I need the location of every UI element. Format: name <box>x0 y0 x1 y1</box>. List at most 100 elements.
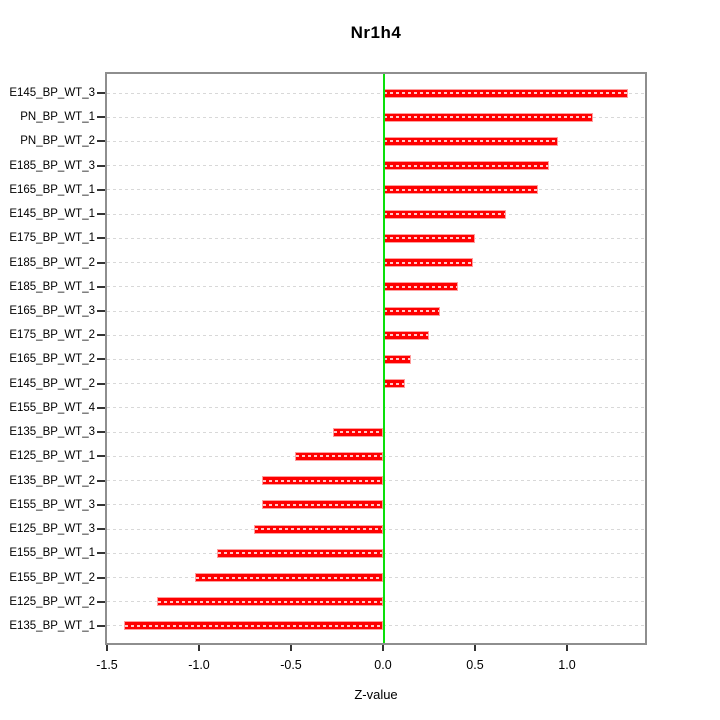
category-label: E175_BP_WT_1 <box>9 232 95 245</box>
bar-dash-pattern <box>384 213 505 216</box>
y-axis-tick <box>97 406 105 409</box>
gridline <box>107 358 645 360</box>
x-tick-label: 1.0 <box>558 658 576 672</box>
bar <box>383 112 593 122</box>
bar-dash-pattern <box>384 188 537 191</box>
bar-dash-pattern <box>384 334 428 337</box>
y-axis-tick <box>97 358 105 361</box>
bar-dash-pattern <box>255 528 382 531</box>
category-label: E125_BP_WT_3 <box>9 523 95 536</box>
bar-dash-pattern <box>296 455 382 458</box>
category-label: PN_BP_WT_1 <box>20 111 95 124</box>
gridline <box>107 140 645 142</box>
category-label: E125_BP_WT_1 <box>9 450 95 463</box>
bar-dash-pattern <box>263 503 382 506</box>
bar-dash-pattern <box>384 116 592 119</box>
gridline <box>107 92 645 94</box>
chart-title: Nr1h4 <box>350 23 402 42</box>
bar-dash-pattern <box>263 479 382 482</box>
x-axis-tick <box>290 645 292 651</box>
gridline <box>107 165 645 167</box>
category-label: E155_BP_WT_2 <box>9 571 95 584</box>
gridline <box>107 116 645 118</box>
bar <box>195 573 383 583</box>
gridline <box>107 237 645 239</box>
y-axis-tick <box>97 237 105 240</box>
category-label: E185_BP_WT_2 <box>9 256 95 269</box>
x-tick-label: -1.5 <box>96 658 118 672</box>
bar-dash-pattern <box>384 92 627 94</box>
bar-dash-pattern <box>334 431 382 434</box>
category-label: E165_BP_WT_3 <box>9 305 95 318</box>
bar-dash-pattern <box>384 285 457 288</box>
y-axis-tick <box>97 431 105 434</box>
bar <box>383 185 538 195</box>
zero-line <box>383 74 385 643</box>
bar-dash-pattern <box>384 261 472 264</box>
gridline <box>107 383 645 385</box>
bar-dash-pattern <box>384 310 439 313</box>
y-axis-tick <box>97 624 105 627</box>
y-axis-tick <box>97 334 105 337</box>
bar <box>383 306 440 316</box>
y-axis-tick <box>97 479 105 482</box>
category-label: E165_BP_WT_2 <box>9 353 95 366</box>
gridline <box>107 189 645 191</box>
gridline <box>107 407 645 409</box>
y-axis-tick <box>97 382 105 385</box>
y-axis-tick <box>97 213 105 216</box>
category-label: E175_BP_WT_2 <box>9 329 95 342</box>
gridline <box>107 213 645 215</box>
plot-area <box>105 72 647 645</box>
bar <box>333 427 383 437</box>
bar-dash-pattern <box>384 382 404 385</box>
bar-dash-pattern <box>384 164 548 167</box>
bar <box>383 330 429 340</box>
category-label: E145_BP_WT_2 <box>9 377 95 390</box>
y-axis-tick <box>97 261 105 264</box>
bar-dash-pattern <box>384 358 410 361</box>
gridline <box>107 334 645 336</box>
x-axis-label: Z-value <box>354 687 398 702</box>
bar <box>383 379 405 389</box>
category-label: E125_BP_WT_2 <box>9 595 95 608</box>
bar <box>383 233 475 243</box>
y-axis-tick <box>97 285 105 288</box>
category-label: E135_BP_WT_1 <box>9 619 95 632</box>
y-axis-tick <box>97 503 105 506</box>
category-label: E135_BP_WT_3 <box>9 426 95 439</box>
bar <box>383 88 628 98</box>
gridline <box>107 286 645 288</box>
bar-dash-pattern <box>384 237 474 240</box>
category-label: E135_BP_WT_2 <box>9 474 95 487</box>
x-axis-tick <box>198 645 200 651</box>
x-tick-label: -1.0 <box>188 658 210 672</box>
bar-dash-pattern <box>384 140 557 143</box>
category-label: E145_BP_WT_3 <box>9 87 95 99</box>
bar-dash-pattern <box>218 552 382 555</box>
gridline <box>107 262 645 264</box>
x-axis-tick <box>106 645 108 651</box>
bar <box>383 258 473 268</box>
y-axis-tick <box>97 310 105 313</box>
category-label: E165_BP_WT_1 <box>9 183 95 196</box>
bar <box>383 161 549 171</box>
category-label: E155_BP_WT_1 <box>9 547 95 560</box>
category-label: E155_BP_WT_4 <box>9 401 95 414</box>
y-axis-tick <box>97 116 105 119</box>
bar <box>254 524 383 534</box>
y-axis-tick <box>97 576 105 579</box>
gridline <box>107 310 645 312</box>
category-label: E145_BP_WT_1 <box>9 208 95 221</box>
y-axis-tick <box>97 600 105 603</box>
bar-dash-pattern <box>125 624 382 627</box>
y-axis-tick <box>97 528 105 531</box>
category-label: E155_BP_WT_3 <box>9 498 95 511</box>
bar <box>124 621 383 631</box>
bar-dash-pattern <box>158 600 382 603</box>
bar <box>383 136 558 146</box>
x-tick-label: -0.5 <box>280 658 302 672</box>
bar <box>383 354 411 364</box>
bar <box>383 282 458 292</box>
